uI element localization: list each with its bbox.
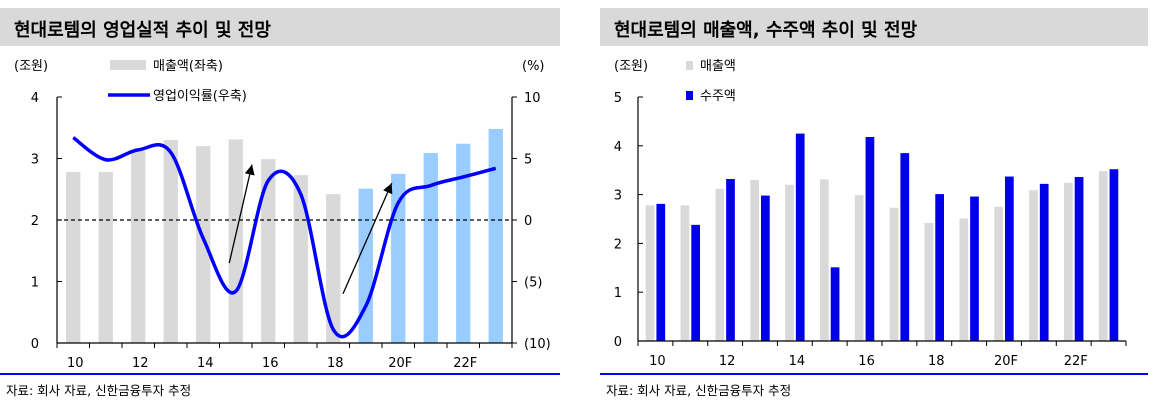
right-y-tick-label: 10 [524,91,541,106]
y-tick-label: 3 [614,189,622,204]
orders-bar-12 [726,178,735,341]
orders-bar-11 [691,224,700,341]
left-y-tick-label: 2 [31,214,39,229]
revenue-bar-18 [924,222,934,341]
orders-bar-15 [830,267,840,341]
x-tick-label-22F: 22F [453,356,477,371]
revenue-bar-12 [131,151,146,343]
x-tick-label-14: 14 [789,354,806,369]
revenue-bar-10 [645,205,655,341]
orders-bar-21F [1039,183,1049,341]
legend-revenue-swatch [110,60,146,70]
right-source-divider [600,373,1148,375]
revenue-bar-23F [488,128,503,343]
revenue-bar-14 [196,146,211,343]
orders-bar-16 [865,137,875,341]
y-tick-label: 2 [614,237,622,252]
left-source-divider [0,373,560,375]
revenue-bar-15 [820,179,829,341]
x-tick-label-10: 10 [649,354,666,369]
revenue-bar-13 [750,179,759,341]
right-chart-panel: 현대로템의 매출액, 수주액 추이 및 전망 (조원) 0 1 2 3 4 5 10 12 14 1… [600,0,1148,410]
revenue-bar-19 [358,188,373,343]
left-chart-title: 현대로템의 영업실적 추이 및 전망 [14,20,271,41]
revenue-bar-17 [889,207,899,341]
operating-margin-line [72,136,497,339]
left-title-bar: 현대로템의 영업실적 추이 및 전망 [0,8,560,46]
legend-orders-label: 수주액 [700,89,736,104]
right-y-tick-label: (10) [524,337,551,352]
left-y-tick-label: 1 [31,276,39,291]
trend-arrow-2-shaft [342,182,393,295]
y-tick-label: 1 [614,286,622,301]
orders-bar-17 [900,153,910,341]
x-tick-label-10: 10 [67,356,84,371]
revenue-bar-13 [163,140,178,343]
left-y-unit-label: (조원) [14,59,48,74]
x-tick-label-20F: 20F [388,356,412,371]
legend-revenue-label: 매출액(좌축) [153,59,223,74]
orders-bar-22F [1074,177,1084,341]
right-y-unit-label: (%) [522,59,545,74]
legend-revenue-swatch [686,61,693,70]
right-y-tick-label: 5 [524,153,532,168]
right-y-tick-label: 0 [524,214,532,229]
y-tick-label: 4 [614,140,622,155]
trend-arrow-2-head [383,183,393,195]
revenue-bar-21F [1029,190,1038,341]
x-tick-label-18: 18 [928,354,945,369]
left-chart-panel: 현대로템의 영업실적 추이 및 전망 (조원) (%) 0 1 2 3 4 (10) (5) 0 5… [0,0,560,410]
x-tick-label-18: 18 [327,356,344,371]
revenue-bar-16 [261,159,276,343]
y-unit-label: (조원) [614,59,648,74]
revenue-bar-11 [98,172,113,343]
legend-revenue-label: 매출액 [700,59,736,74]
x-tick-label-12: 12 [132,356,149,371]
orders-bar-23F [1109,169,1119,341]
x-tick-label-14: 14 [197,356,214,371]
revenue-bar-22F [456,143,471,343]
orders-bar-19 [970,196,979,341]
x-tick-label-16: 16 [858,354,875,369]
revenue-bar-22F [1064,182,1073,341]
left-y-tick-label: 4 [31,91,39,106]
revenue-bar-21F [423,152,438,343]
x-tick-label-22F: 22F [1064,354,1088,369]
orders-bar-18 [935,194,944,341]
y-tick-label: 0 [614,335,622,350]
revenue-bar-11 [680,205,690,341]
x-tick-label-16: 16 [262,356,279,371]
right-title-bar: 현대로템의 매출액, 수주액 추이 및 전망 [600,8,1148,46]
trend-arrow-1-head [244,164,255,176]
right-source-note: 자료: 회사 자료, 신한금융투자 추정 [606,383,792,398]
y-tick-label: 5 [614,91,622,106]
revenue-bar-16 [854,195,864,341]
revenue-bar-20F [391,173,406,343]
revenue-bar-19 [959,218,969,341]
x-tick-label-12: 12 [719,354,736,369]
revenue-bar-17 [293,175,308,343]
revenue-bar-15 [228,139,243,343]
revenue-bar-20F [994,206,1003,341]
revenue-bar-18 [326,194,341,343]
revenue-bar-23F [1098,171,1108,341]
legend-orders-swatch [686,91,693,100]
orders-bar-13 [761,195,770,341]
x-tick-label-20F: 20F [994,354,1018,369]
orders-bar-14 [795,133,805,341]
revenue-bar-10 [66,172,81,343]
left-y-tick-label: 0 [31,337,39,352]
right-y-tick-label: (5) [524,276,542,291]
revenue-bar-14 [785,184,794,341]
trend-arrow-1-shaft [228,164,253,264]
legend-margin-label: 영업이익률(우축) [153,89,247,104]
revenue-bar-12 [715,188,725,341]
orders-bar-20F [1005,176,1014,341]
left-source-note: 자료: 회사 자료, 신한금융투자 추정 [6,383,192,398]
orders-bar-10 [656,203,666,341]
right-chart-title: 현대로템의 매출액, 수주액 추이 및 전망 [614,20,918,41]
left-y-tick-label: 3 [31,153,39,168]
